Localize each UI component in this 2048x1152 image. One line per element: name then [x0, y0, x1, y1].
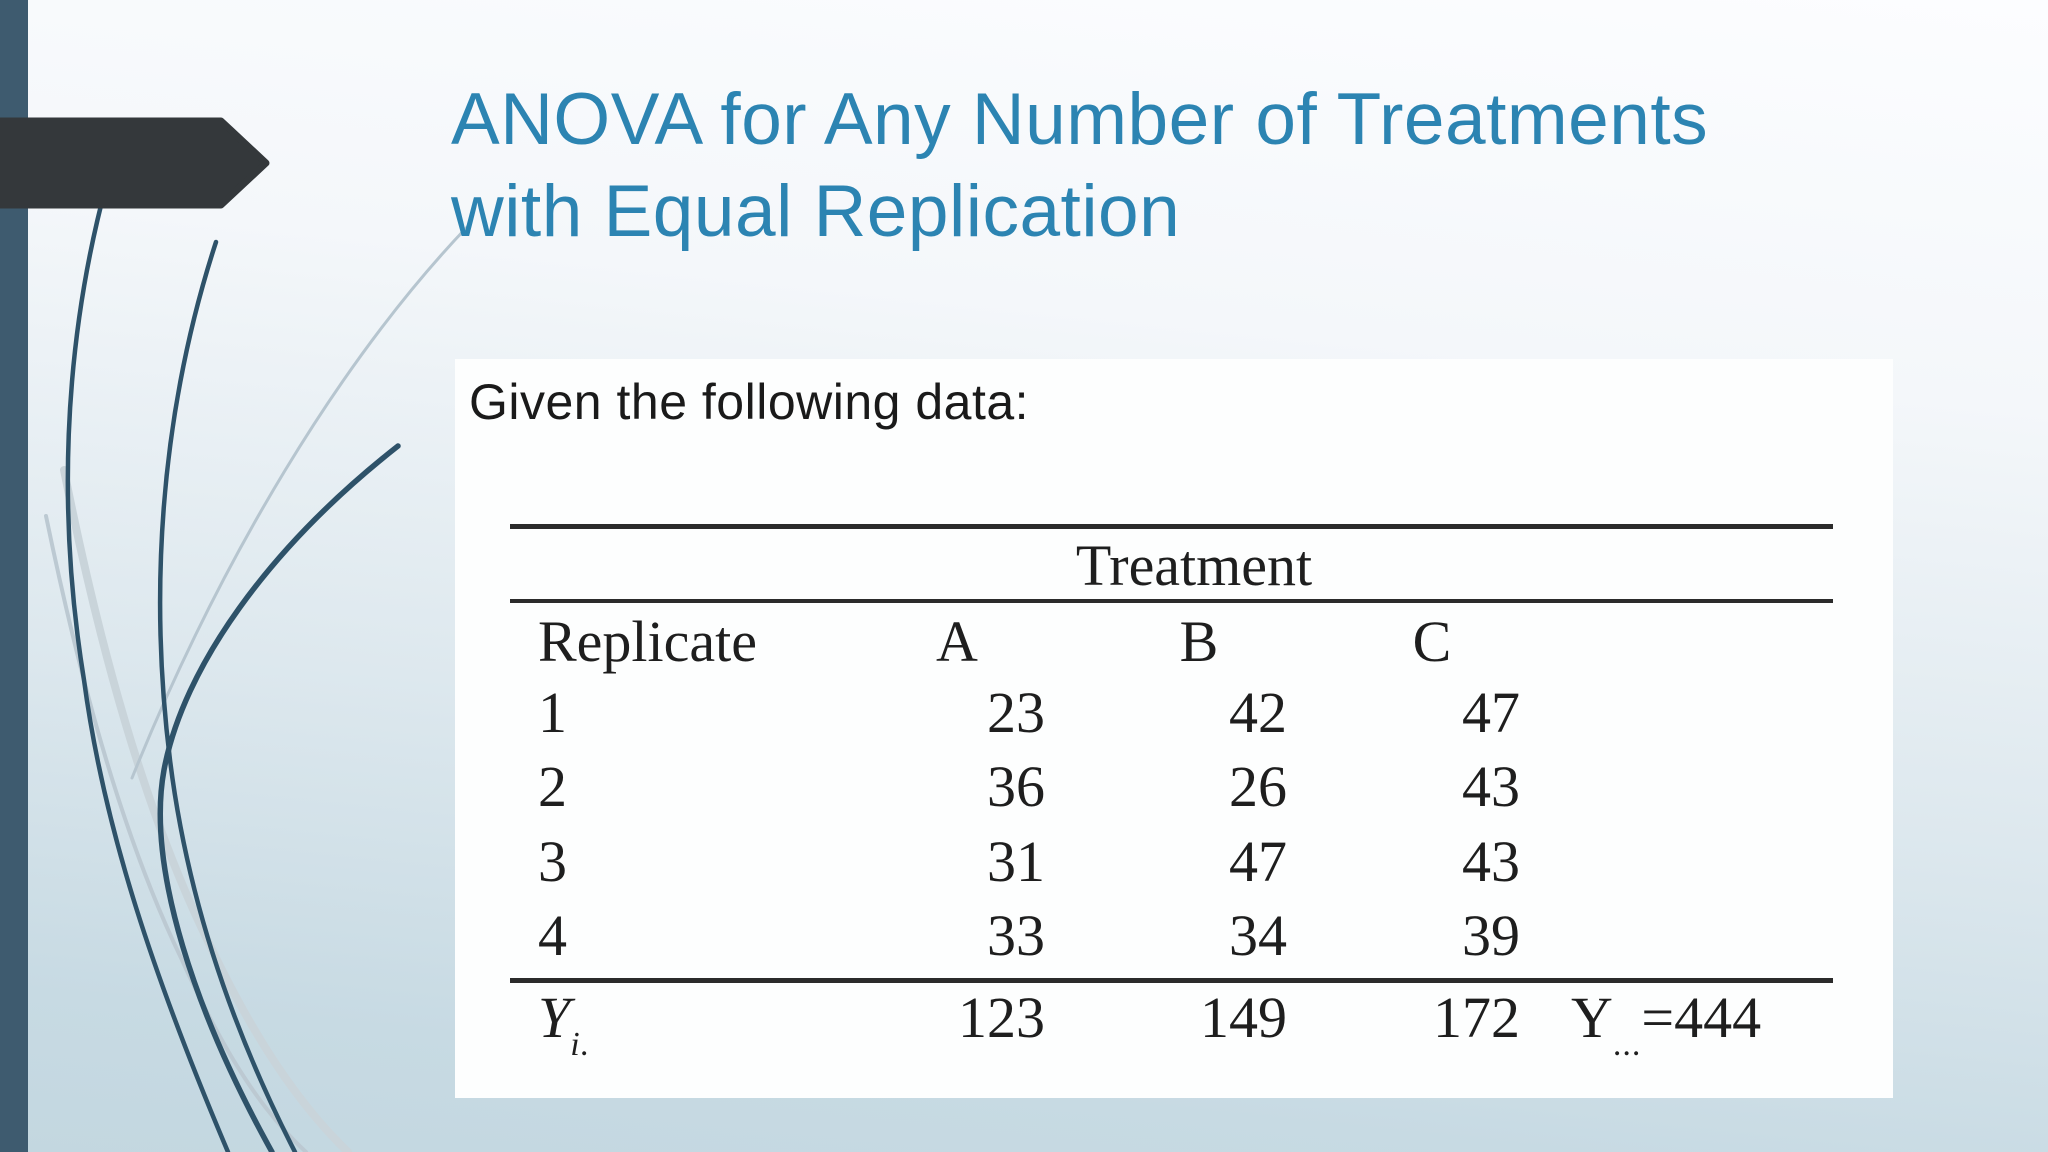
table-row: 3 31 47 43 [510, 825, 1833, 899]
group-header-treatment: Treatment [1075, 533, 1313, 598]
cell-b: 42 [1229, 680, 1287, 745]
cell-b: 26 [1229, 754, 1287, 819]
slide-title-line1: ANOVA for Any Number of Treatments [451, 79, 1709, 160]
cell-replicate: 2 [538, 754, 567, 819]
total-c: 172 [1433, 985, 1520, 1050]
cell-b: 47 [1229, 829, 1287, 894]
column-header-b: B [1179, 609, 1219, 674]
slide-title: ANOVA for Any Number of Treatments with … [451, 74, 1708, 258]
grand-total: Y...=444 [1571, 981, 1761, 1082]
column-header-c: C [1412, 609, 1452, 674]
column-header-replicate: Replicate [538, 609, 758, 674]
totals-label: Yi. [538, 981, 590, 1082]
table-header-row: Replicate A B C [510, 605, 1833, 679]
grand-total-y: Y [1571, 985, 1613, 1050]
cell-c: 39 [1462, 903, 1520, 968]
slide-title-line2: with Equal Replication [451, 171, 1181, 252]
table-rule-middle [510, 599, 1833, 603]
arrow-banner [0, 117, 270, 209]
cell-replicate: 4 [538, 903, 567, 968]
cell-a: 36 [987, 754, 1045, 819]
curve-dark-1 [65, 183, 231, 1152]
table-rule-bottom [510, 978, 1833, 983]
totals-label-subscript: i. [570, 1026, 591, 1063]
arrow-shape [0, 117, 270, 209]
column-header-a: A [936, 609, 978, 674]
table-group-header-row: Treatment [510, 529, 1833, 603]
curve-light-narrow [44, 514, 308, 1152]
table-rule-top [510, 524, 1833, 529]
cell-a: 31 [987, 829, 1045, 894]
total-b: 149 [1200, 985, 1287, 1050]
table-row: 1 23 42 47 [510, 676, 1833, 750]
totals-label-y: Y [538, 985, 571, 1050]
table-totals-row: Yi. 123 149 172 Y...=444 [510, 981, 1833, 1063]
cell-b: 34 [1229, 903, 1287, 968]
table-row: 2 36 26 43 [510, 750, 1833, 824]
curve-dark-2 [157, 239, 298, 1152]
total-a: 123 [958, 985, 1045, 1050]
cell-replicate: 3 [538, 829, 567, 894]
cell-replicate: 1 [538, 680, 567, 745]
curve-light-wide [60, 466, 352, 1152]
cell-c: 47 [1462, 680, 1520, 745]
curve-light-long [130, 224, 470, 780]
cell-c: 43 [1462, 829, 1520, 894]
grand-total-subscript: ... [1612, 1026, 1642, 1063]
cell-c: 43 [1462, 754, 1520, 819]
intro-text: Given the following data: [469, 374, 1030, 430]
table-row: 4 33 34 39 [510, 899, 1833, 973]
curve-dark-bow [157, 443, 401, 1152]
content-panel: Given the following data: Treatment Repl… [455, 359, 1893, 1098]
grand-total-value: =444 [1641, 985, 1762, 1050]
cell-a: 33 [987, 903, 1045, 968]
cell-a: 23 [987, 680, 1045, 745]
